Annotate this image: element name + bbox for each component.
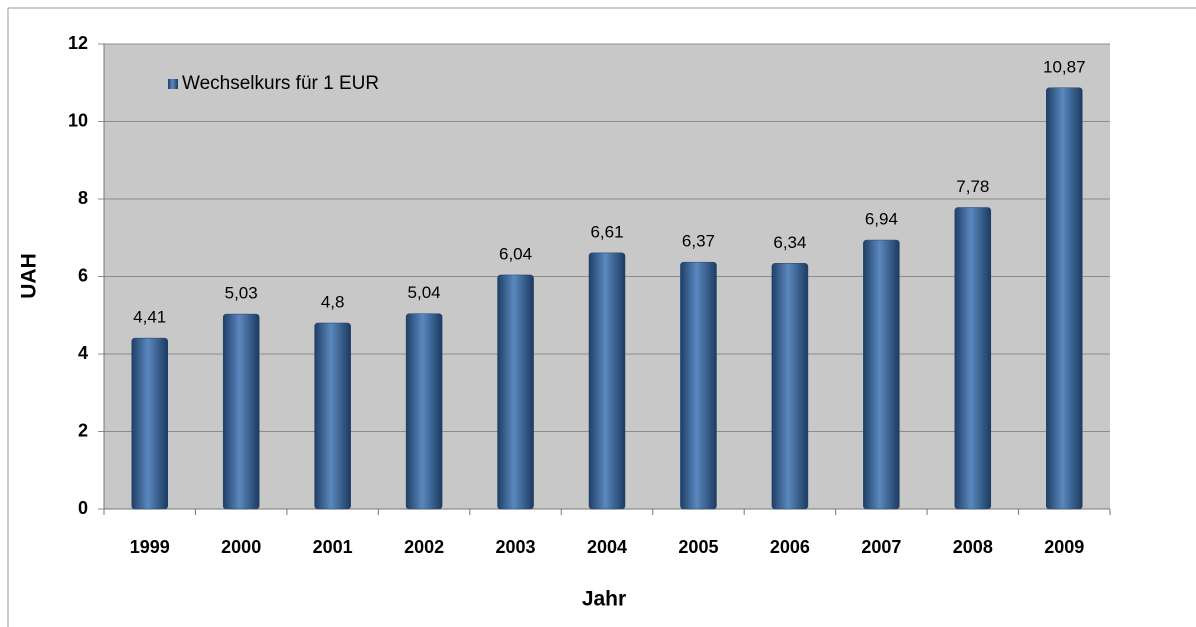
value-label: 5,04 [408,283,441,302]
value-label: 6,37 [682,232,715,251]
value-label: 10,87 [1043,57,1086,76]
x-tick-label: 2003 [496,537,536,557]
bar [497,274,534,510]
y-tick-label: 8 [78,188,88,208]
x-tick-label: 2009 [1044,537,1084,557]
bar [131,337,168,510]
bar [954,207,992,510]
y-tick-label: 6 [78,265,88,285]
value-label: 6,61 [590,222,623,241]
value-label: 4,8 [321,292,345,311]
bar [1046,87,1083,510]
bar [222,313,260,510]
bar [405,313,443,510]
value-label: 6,34 [773,233,806,252]
x-tick-label: 2004 [587,537,627,557]
y-tick-label: 12 [68,33,88,53]
bar [314,322,351,510]
y-axis-label: UAH [18,253,41,299]
x-tick-label: 2001 [313,537,353,557]
value-label: 7,78 [956,177,989,196]
bar [588,252,626,510]
x-tick-label: 2005 [678,537,718,557]
legend-swatch [168,79,178,89]
x-tick-label: 2007 [861,537,901,557]
y-tick-label: 4 [78,343,88,363]
y-tick-label: 10 [68,110,88,130]
x-axis-label: Jahr [582,588,626,611]
value-label: 4,41 [133,308,166,327]
bar [863,239,900,510]
value-label: 6,94 [865,210,898,229]
x-tick-label: 2008 [953,537,993,557]
bar [771,263,809,510]
x-tick-label: 2000 [221,537,261,557]
value-label: 5,03 [225,284,258,303]
value-label: 6,04 [499,244,532,263]
y-tick-label: 2 [78,420,88,440]
bar [680,261,717,510]
x-tick-label: 2006 [770,537,810,557]
y-tick-label: 0 [78,498,88,518]
legend-label: Wechselkurs für 1 EUR [182,73,379,94]
x-tick-label: 1999 [130,537,170,557]
x-tick-label: 2002 [404,537,444,557]
